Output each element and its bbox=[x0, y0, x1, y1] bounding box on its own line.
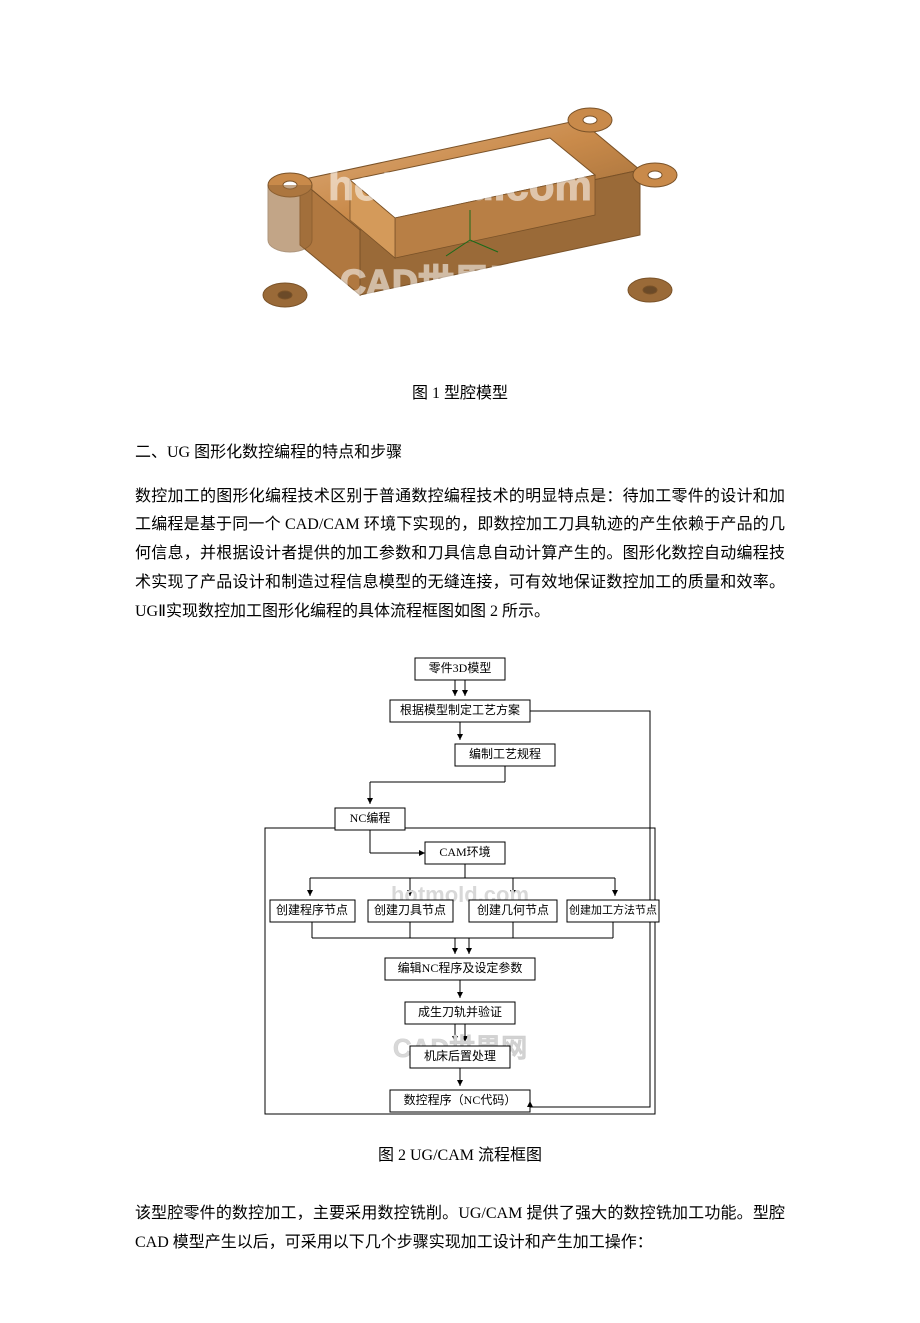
flow-b2: 根据模型制定工艺方案 bbox=[400, 701, 520, 716]
figure-1-caption: 图 1 型腔模型 bbox=[135, 380, 785, 409]
flow-b4: NC编程 bbox=[350, 809, 391, 824]
flow-b11: 成生刀轨并验证 bbox=[418, 1003, 502, 1018]
flow-b8: 创建几何节点 bbox=[477, 902, 549, 916]
flowchart-svg: 零件3D模型 根据模型制定工艺方案 编制工艺规程 NC编程 CAM环境 bbox=[255, 652, 665, 1122]
paragraph-1: 数控加工的图形化编程技术区别于普通数控编程技术的明显特点是：待加工零件的设计和加… bbox=[135, 483, 785, 627]
flow-b3: 编制工艺规程 bbox=[469, 745, 541, 760]
flow-b10: 编辑NC程序及设定参数 bbox=[398, 959, 523, 974]
flowchart-figure: 零件3D模型 根据模型制定工艺方案 编制工艺规程 NC编程 CAM环境 bbox=[255, 652, 665, 1122]
cavity-model-svg: hotmold.com CAD世界网 bbox=[210, 60, 710, 360]
cavity-model-figure: hotmold.com CAD世界网 bbox=[210, 60, 710, 360]
flow-b7: 创建刀具节点 bbox=[374, 902, 446, 916]
watermark-hotmold: hotmold.com bbox=[328, 162, 592, 209]
figure-2-container: 零件3D模型 根据模型制定工艺方案 编制工艺规程 NC编程 CAM环境 bbox=[135, 652, 785, 1122]
section-2-title: 二、UG 图形化数控编程的特点和步骤 bbox=[135, 439, 785, 468]
watermark-cad: CAD世界网 bbox=[340, 262, 526, 303]
flow-b1: 零件3D模型 bbox=[429, 660, 492, 674]
figure-1-container: hotmold.com CAD世界网 bbox=[135, 60, 785, 360]
flow-b5: CAM环境 bbox=[439, 843, 490, 858]
flow-b9: 创建加工方法节点 bbox=[569, 902, 657, 916]
flow-b6: 创建程序节点 bbox=[276, 901, 348, 916]
figure-2-caption: 图 2 UG/CAM 流程框图 bbox=[135, 1142, 785, 1171]
flow-b12: 机床后置处理 bbox=[424, 1048, 496, 1062]
flow-b13: 数控程序（NC代码） bbox=[404, 1091, 517, 1106]
paragraph-2: 该型腔零件的数控加工，主要采用数控铣削。UG/CAM 提供了强大的数控铣加工功能… bbox=[135, 1200, 785, 1258]
